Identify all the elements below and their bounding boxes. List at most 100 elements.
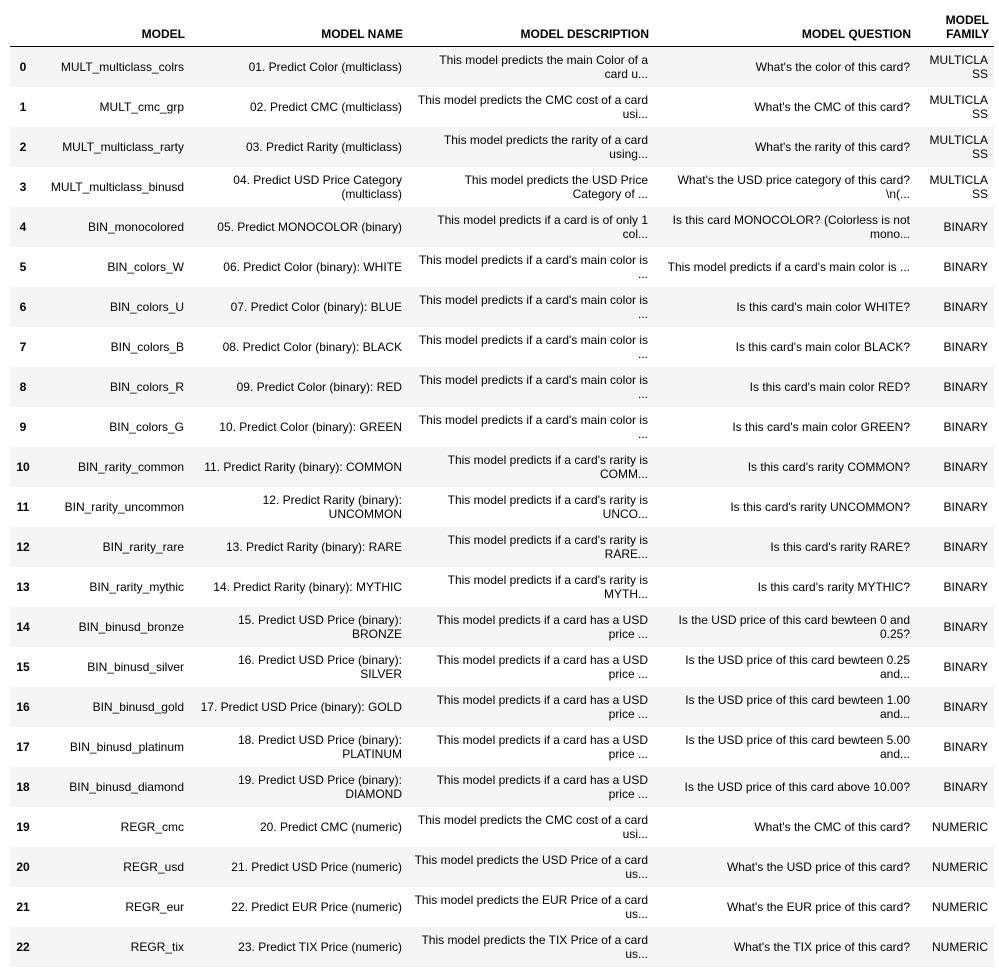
cell-model-description: This model predicts the TIX Price of a c… — [421, 932, 648, 961]
cell-model: MULT_multiclass_binusd — [50, 179, 184, 194]
table-row: 2 MULT_multiclass_rarty 03. Predict Rarity… — [10, 126, 994, 167]
cell-model: BIN_binusd_platinum — [69, 739, 184, 754]
cell-model-question: What's the USD price category of this ca… — [677, 172, 910, 201]
table-row: 15 BIN_binusd_silver 16. Predict USD Price… — [10, 646, 994, 687]
cell-model-name: 12. Predict Rarity (binary): UNCOMMON — [262, 492, 402, 521]
cell-model-family: BINARY — [943, 259, 988, 274]
cell-model: REGR_cmc — [120, 819, 184, 834]
cell-model-description: This model predicts the EUR Price of a c… — [414, 892, 648, 921]
cell-model-description: This model predicts the CMC cost of a ca… — [417, 92, 648, 121]
table-row: 8 BIN_colors_R 09. Predict Color (binary):… — [10, 366, 994, 407]
cell-model-name: 21. Predict USD Price (numeric) — [231, 859, 402, 874]
cell-model-description: This model predicts if a card has a USD … — [436, 692, 648, 721]
table-body: 0 MULT_multiclass_colrs 01. Predict Color … — [10, 46, 994, 967]
cell-model-family: BINARY — [943, 619, 988, 634]
row-index: 18 — [16, 779, 30, 794]
cell-model-name: 19. Predict USD Price (binary): DIAMOND — [237, 772, 402, 801]
table-row: 21 REGR_eur 22. Predict EUR Price (numeric… — [10, 886, 994, 927]
cell-model-description: This model predicts if a card's main col… — [418, 252, 648, 281]
cell-model-family: BINARY — [943, 779, 988, 794]
row-index: 15 — [16, 659, 30, 674]
cell-model-name: 04. Predict USD Price Category (multicla… — [233, 172, 402, 201]
cell-model-family: BINARY — [943, 499, 988, 514]
table-row: 1 MULT_cmc_grp 02. Predict CMC (multiclass… — [10, 86, 994, 127]
cell-model-question: Is this card's rarity COMMON? — [747, 459, 910, 474]
cell-model: BIN_colors_G — [109, 419, 184, 434]
cell-model-description: This model predicts if a card has a USD … — [436, 652, 648, 681]
cell-model-family: BINARY — [943, 579, 988, 594]
table-header: MODEL MODEL NAME MODEL DESCRIPTION MODEL… — [10, 6, 994, 47]
header-model-name: MODEL NAME — [190, 6, 408, 47]
cell-model-question: What's the rarity of this card? — [754, 139, 910, 154]
table-row: 12 BIN_rarity_rare 13. Predict Rarity (bin… — [10, 526, 994, 567]
cell-model-family: MULTICLASS — [929, 172, 988, 201]
row-index: 16 — [16, 699, 30, 714]
cell-model-question: Is this card's main color RED? — [749, 379, 910, 394]
cell-model: BIN_monocolored — [87, 219, 184, 234]
cell-model-question: What's the TIX price of this card? — [733, 939, 910, 954]
cell-model-question: Is the USD price of this card bewteen 5.… — [685, 732, 910, 761]
cell-model-question: Is the USD price of this card above 10.0… — [684, 779, 910, 794]
cell-model-description: This model predicts the USD Price Catego… — [464, 172, 648, 201]
table-row: 19 REGR_cmc 20. Predict CMC (numeric) This … — [10, 806, 994, 847]
cell-model: BIN_colors_U — [109, 299, 184, 314]
cell-model-description: This model predicts if a card's main col… — [418, 292, 648, 321]
cell-model-family: MULTICLASS — [929, 92, 988, 121]
cell-model-question: Is this card's rarity UNCOMMON? — [730, 499, 910, 514]
row-index: 19 — [16, 819, 30, 834]
cell-model-family: NUMERIC — [932, 939, 988, 954]
cell-model-question: Is the USD price of this card bewteen 1.… — [685, 692, 910, 721]
cell-model-name: 15. Predict USD Price (binary): BRONZE — [237, 612, 402, 641]
header-row: MODEL MODEL NAME MODEL DESCRIPTION MODEL… — [10, 6, 994, 47]
cell-model-name: 18. Predict USD Price (binary): PLATINUM — [237, 732, 402, 761]
cell-model-description: This model predicts if a card's rarity i… — [447, 532, 648, 561]
cell-model-family: BINARY — [943, 739, 988, 754]
row-index: 21 — [16, 899, 30, 914]
row-index: 3 — [19, 179, 27, 194]
cell-model-description: This model predicts if a card is of only… — [437, 212, 648, 241]
row-index: 4 — [19, 219, 27, 234]
table-row: 6 BIN_colors_U 07. Predict Color (binary):… — [10, 286, 994, 327]
cell-model-description: This model predicts if a card's rarity i… — [447, 492, 648, 521]
cell-model-question: Is this card MONOCOLOR? (Colorless is no… — [672, 212, 910, 241]
cell-model: BIN_binusd_gold — [92, 699, 184, 714]
table-row: 18 BIN_binusd_diamond 19. Predict USD Pric… — [10, 766, 994, 807]
table-row: 17 BIN_binusd_platinum 18. Predict USD Pri… — [10, 726, 994, 767]
cell-model: BIN_rarity_rare — [102, 539, 184, 554]
cell-model-description: This model predicts if a card's rarity i… — [447, 572, 648, 601]
cell-model-family: BINARY — [943, 539, 988, 554]
cell-model: BIN_colors_R — [109, 379, 184, 394]
cell-model-question: What's the CMC of this card? — [754, 819, 910, 834]
cell-model-description: This model predicts if a card's main col… — [418, 412, 648, 441]
cell-model-family: BINARY — [943, 659, 988, 674]
cell-model-question: Is this card's main color BLACK? — [735, 339, 910, 354]
cell-model-description: This model predicts if a card's main col… — [418, 332, 648, 361]
cell-model: MULT_cmc_grp — [99, 99, 184, 114]
cell-model-name: 17. Predict USD Price (binary): GOLD — [200, 699, 402, 714]
cell-model-family: BINARY — [943, 379, 988, 394]
cell-model-question: What's the color of this card? — [755, 59, 910, 74]
row-index: 6 — [19, 299, 27, 314]
cell-model-family: MULTICLASS — [929, 132, 988, 161]
cell-model-description: This model predicts the USD Price of a c… — [414, 852, 648, 881]
cell-model-question: Is the USD price of this card bewteen 0.… — [685, 652, 910, 681]
cell-model-description: This model predicts the main Color of a … — [439, 52, 648, 81]
row-index: 1 — [19, 99, 27, 114]
header-model: MODEL — [36, 6, 190, 47]
cell-model-name: 06. Predict Color (binary): WHITE — [223, 259, 402, 274]
cell-model-description: This model predicts if a card's main col… — [418, 372, 648, 401]
cell-model-description: This model predicts the CMC cost of a ca… — [417, 812, 648, 841]
cell-model-name: 11. Predict Rarity (binary): COMMON — [204, 459, 402, 474]
cell-model-name: 08. Predict Color (binary): BLACK — [222, 339, 402, 354]
cell-model-description: This model predicts if a card has a USD … — [436, 732, 648, 761]
cell-model: BIN_rarity_common — [77, 459, 184, 474]
row-index: 9 — [19, 419, 27, 434]
cell-model: BIN_colors_B — [110, 339, 184, 354]
table-row: 10 BIN_rarity_common 11. Predict Rarity (b… — [10, 446, 994, 487]
cell-model-name: 05. Predict MONOCOLOR (binary) — [217, 219, 402, 234]
table-row: 22 REGR_tix 23. Predict TIX Price (numeric… — [10, 926, 994, 967]
row-index: 10 — [16, 459, 30, 474]
cell-model-description: This model predicts if a card's rarity i… — [447, 452, 648, 481]
cell-model-description: This model predicts if a card has a USD … — [436, 772, 648, 801]
